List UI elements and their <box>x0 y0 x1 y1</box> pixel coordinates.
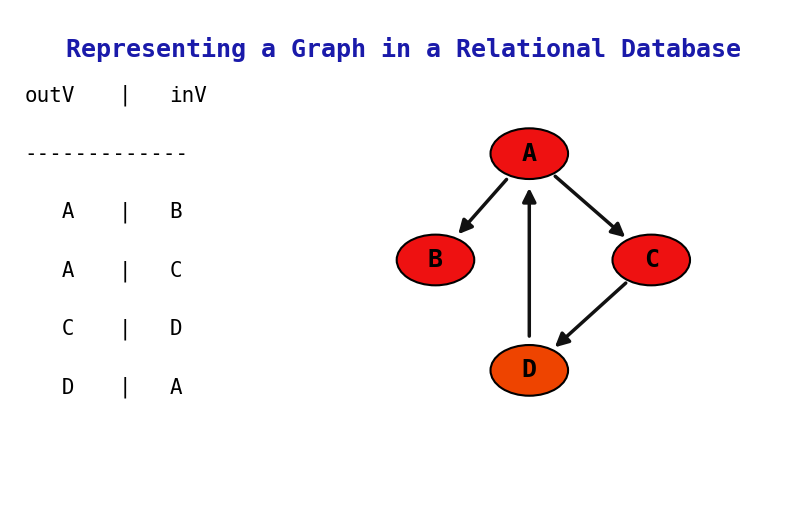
Text: B: B <box>169 202 182 222</box>
Circle shape <box>397 235 475 285</box>
Text: A: A <box>24 202 75 222</box>
Text: |: | <box>119 85 132 106</box>
Text: inV: inV <box>169 85 207 106</box>
Text: A: A <box>24 261 75 281</box>
Text: |: | <box>119 202 132 223</box>
Text: C: C <box>24 319 75 339</box>
Text: A: A <box>522 142 537 166</box>
Text: B: B <box>428 248 443 272</box>
Text: A: A <box>169 378 182 398</box>
Text: Representing a Graph in a Relational Database: Representing a Graph in a Relational Dat… <box>66 37 741 62</box>
Text: D: D <box>169 319 182 339</box>
Text: |: | <box>119 377 132 398</box>
Circle shape <box>491 129 568 179</box>
Text: C: C <box>169 261 182 281</box>
Text: |: | <box>119 319 132 340</box>
Text: |: | <box>119 260 132 281</box>
Circle shape <box>491 345 568 396</box>
Text: outV: outV <box>24 85 75 106</box>
Text: D: D <box>24 378 75 398</box>
Text: D: D <box>522 358 537 382</box>
Circle shape <box>613 235 690 285</box>
Text: C: C <box>644 248 659 272</box>
Text: -------------: ------------- <box>24 144 188 164</box>
